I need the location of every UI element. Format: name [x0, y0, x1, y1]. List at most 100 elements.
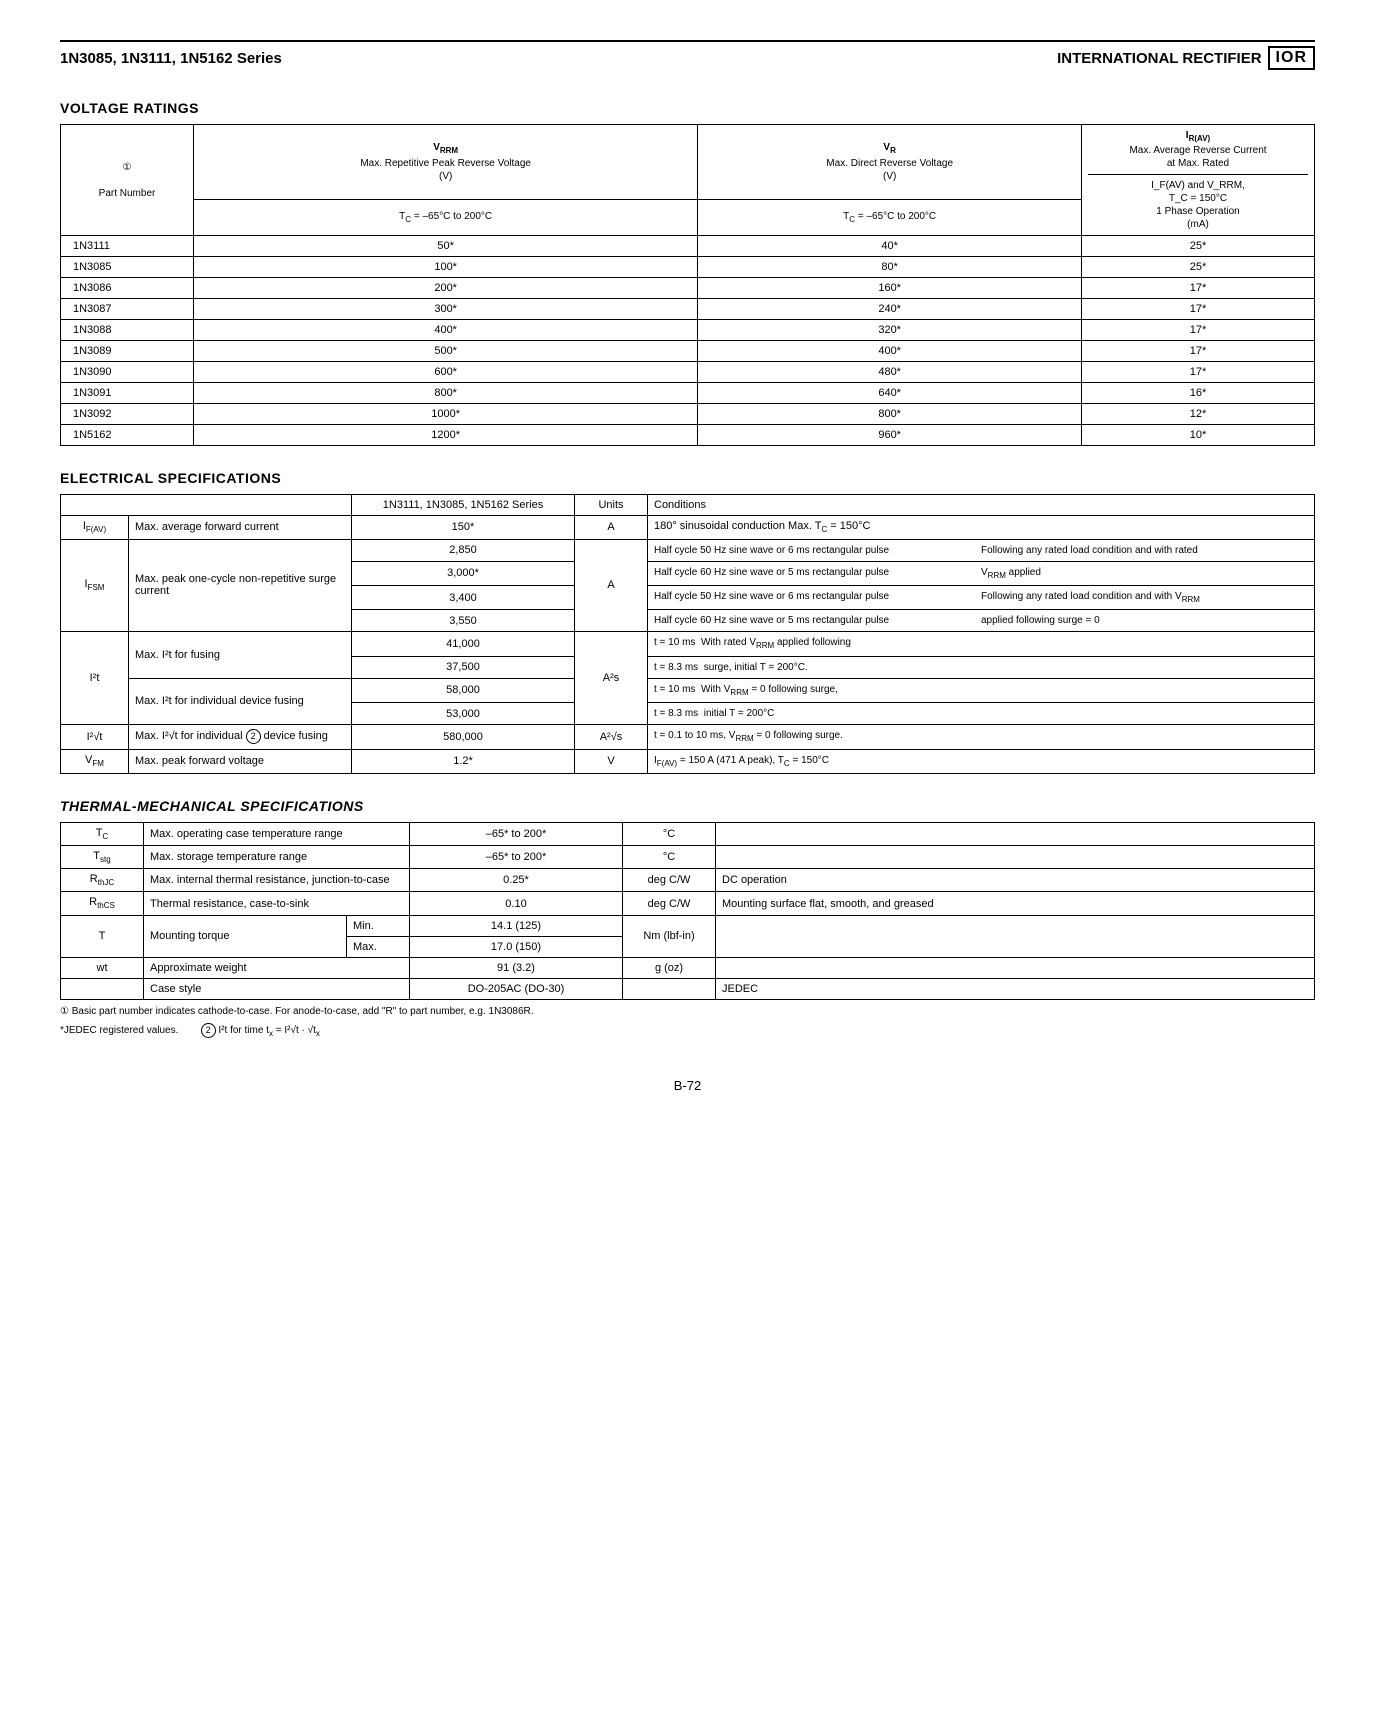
circled-1: ① — [123, 162, 132, 173]
table-row: 1N3092 1000* 800* 12* — [61, 404, 1315, 425]
vr-cell: 40* — [698, 236, 1082, 257]
torque-desc: Mounting torque — [144, 915, 347, 957]
ifsm-v4: 3,550 — [352, 610, 575, 632]
table-row: TC Max. operating case temperature range… — [61, 822, 1315, 845]
vr-header: VR Max. Direct Reverse Voltage (V) — [698, 125, 1082, 200]
case-desc: Case style — [144, 978, 410, 999]
tm-cond — [716, 846, 1315, 869]
tm-val: 0.10 — [410, 892, 623, 915]
header-series-title: 1N3085, 1N3111, 1N5162 Series — [60, 50, 282, 67]
i2rt-sym: I²√t — [61, 725, 129, 749]
tm-desc: Max. operating case temperature range — [144, 822, 410, 845]
vfm-val: 1.2* — [352, 749, 575, 773]
weight-unit: g (oz) — [623, 957, 716, 978]
ifsm-c3: Half cycle 50 Hz sine wave or 6 ms recta… — [648, 585, 1315, 609]
ifsm-unit: A — [575, 539, 648, 632]
ifsm-c4: Half cycle 60 Hz sine wave or 5 ms recta… — [648, 610, 1315, 632]
table-row: 1N3091 800* 640* 16* — [61, 383, 1315, 404]
electrical-title: ELECTRICAL SPECIFICATIONS — [60, 470, 1315, 486]
vfm-sym: VFM — [61, 749, 129, 773]
table-row: 1N5162 1200* 960* 10* — [61, 425, 1315, 446]
tm-desc: Thermal resistance, case-to-sink — [144, 892, 410, 915]
iriav-sub1: Max. Average Reverse Current — [1129, 145, 1266, 156]
ifsm-v2: 3,000* — [352, 561, 575, 585]
ir-cell: 12* — [1082, 404, 1315, 425]
part-cell: 1N5162 — [61, 425, 194, 446]
tm-cond: Mounting surface flat, smooth, and greas… — [716, 892, 1315, 915]
ifav-cond: 180° sinusoidal conduction Max. TC = 150… — [648, 516, 1315, 539]
vrrm-temp-header: TC = –65°C to 200°C — [194, 200, 698, 236]
tm-unit: °C — [623, 822, 716, 845]
torque-max-val: 17.0 (150) — [410, 936, 623, 957]
case-cond: JEDEC — [716, 978, 1315, 999]
torque-min-lbl: Min. — [347, 915, 410, 936]
ifsm-v3: 3,400 — [352, 585, 575, 609]
part-cell: 1N3111 — [61, 236, 194, 257]
vrrm-cell: 600* — [194, 362, 698, 383]
i2t-v4: 53,000 — [352, 703, 575, 725]
ifsm-desc: Max. peak one-cycle non-repetitive surge… — [129, 539, 352, 632]
i2t-c4: t = 8.3 ms initial T = 200°C — [648, 703, 1315, 725]
ir-cell: 10* — [1082, 425, 1315, 446]
page-number: B-72 — [60, 1078, 1315, 1093]
i2t-desc1: Max. I²t for fusing — [129, 632, 352, 678]
iriav-header: IR(AV) Max. Average Reverse Current at M… — [1082, 125, 1315, 236]
case-unit — [623, 978, 716, 999]
table-row: Tstg Max. storage temperature range –65*… — [61, 846, 1315, 869]
weight-cond — [716, 957, 1315, 978]
weight-row: wt Approximate weight 91 (3.2) g (oz) — [61, 957, 1315, 978]
i2rt-cond: t = 0.1 to 10 ms, VRRM = 0 following sur… — [648, 725, 1315, 749]
voltage-ratings-table: ① Part Number VRRM Max. Repetitive Peak … — [60, 124, 1315, 446]
weight-desc: Approximate weight — [144, 957, 410, 978]
part-cell: 1N3092 — [61, 404, 194, 425]
circled-2-icon: 2 — [201, 1023, 216, 1038]
table-row: 1N3086 200* 160* 17* — [61, 278, 1315, 299]
es-cond-header: Conditions — [648, 495, 1315, 516]
vr-cell: 320* — [698, 320, 1082, 341]
i2t-desc2: Max. I²t for individual device fusing — [129, 678, 352, 724]
table-row: 1N3085 100* 80* 25* — [61, 257, 1315, 278]
ifsm-c1: Half cycle 50 Hz sine wave or 6 ms recta… — [648, 539, 1315, 561]
table-row: RthJC Max. internal thermal resistance, … — [61, 869, 1315, 892]
vrrm-sub1: Max. Repetitive Peak Reverse Voltage — [360, 158, 531, 169]
table-row: 1N3090 600* 480* 17* — [61, 362, 1315, 383]
ir-cell: 16* — [1082, 383, 1315, 404]
vfm-cond: IF(AV) = 150 A (471 A peak), TC = 150°C — [648, 749, 1315, 773]
vrrm-cell: 400* — [194, 320, 698, 341]
iriav-cond4: (mA) — [1187, 219, 1209, 230]
i2t-v1: 41,000 — [352, 632, 575, 656]
vrrm-cell: 300* — [194, 299, 698, 320]
footnote-2a: *JEDEC registered values. — [60, 1025, 178, 1036]
ifsm-c2: Half cycle 60 Hz sine wave or 5 ms recta… — [648, 561, 1315, 585]
iriav-cond2: T_C = 150°C — [1169, 193, 1227, 204]
i2t-v3: 58,000 — [352, 678, 575, 702]
i2t-c2: t = 8.3 ms surge, initial T = 200°C. — [648, 656, 1315, 678]
torque-sym: T — [61, 915, 144, 957]
ifav-sym: IF(AV) — [61, 516, 129, 539]
weight-sym: wt — [61, 957, 144, 978]
part-cell: 1N3090 — [61, 362, 194, 383]
iriav-cond1: I_F(AV) and V_RRM, — [1151, 180, 1245, 191]
ir-cell: 17* — [1082, 299, 1315, 320]
tm-sym: Tstg — [61, 846, 144, 869]
part-cell: 1N3087 — [61, 299, 194, 320]
voltage-ratings-title: VOLTAGE RATINGS — [60, 100, 1315, 116]
part-cell: 1N3088 — [61, 320, 194, 341]
vr-cell: 960* — [698, 425, 1082, 446]
i2t-c3: t = 10 ms With VRRM = 0 following surge, — [648, 678, 1315, 702]
i2t-c1: t = 10 ms With rated VRRM applied follow… — [648, 632, 1315, 656]
part-cell: 1N3089 — [61, 341, 194, 362]
ir-cell: 17* — [1082, 278, 1315, 299]
part-number-label: Part Number — [99, 188, 156, 199]
tm-val: 0.25* — [410, 869, 623, 892]
tm-val: –65* to 200* — [410, 822, 623, 845]
vr-cell: 240* — [698, 299, 1082, 320]
table-row: 1N3088 400* 320* 17* — [61, 320, 1315, 341]
brand-text: INTERNATIONAL RECTIFIER — [1057, 50, 1261, 67]
vr-sub1: Max. Direct Reverse Voltage — [826, 158, 953, 169]
ifav-val: 150* — [352, 516, 575, 539]
ir-cell: 17* — [1082, 341, 1315, 362]
vrrm-cell: 500* — [194, 341, 698, 362]
tm-sym: RthCS — [61, 892, 144, 915]
case-val: DO-205AC (DO-30) — [410, 978, 623, 999]
